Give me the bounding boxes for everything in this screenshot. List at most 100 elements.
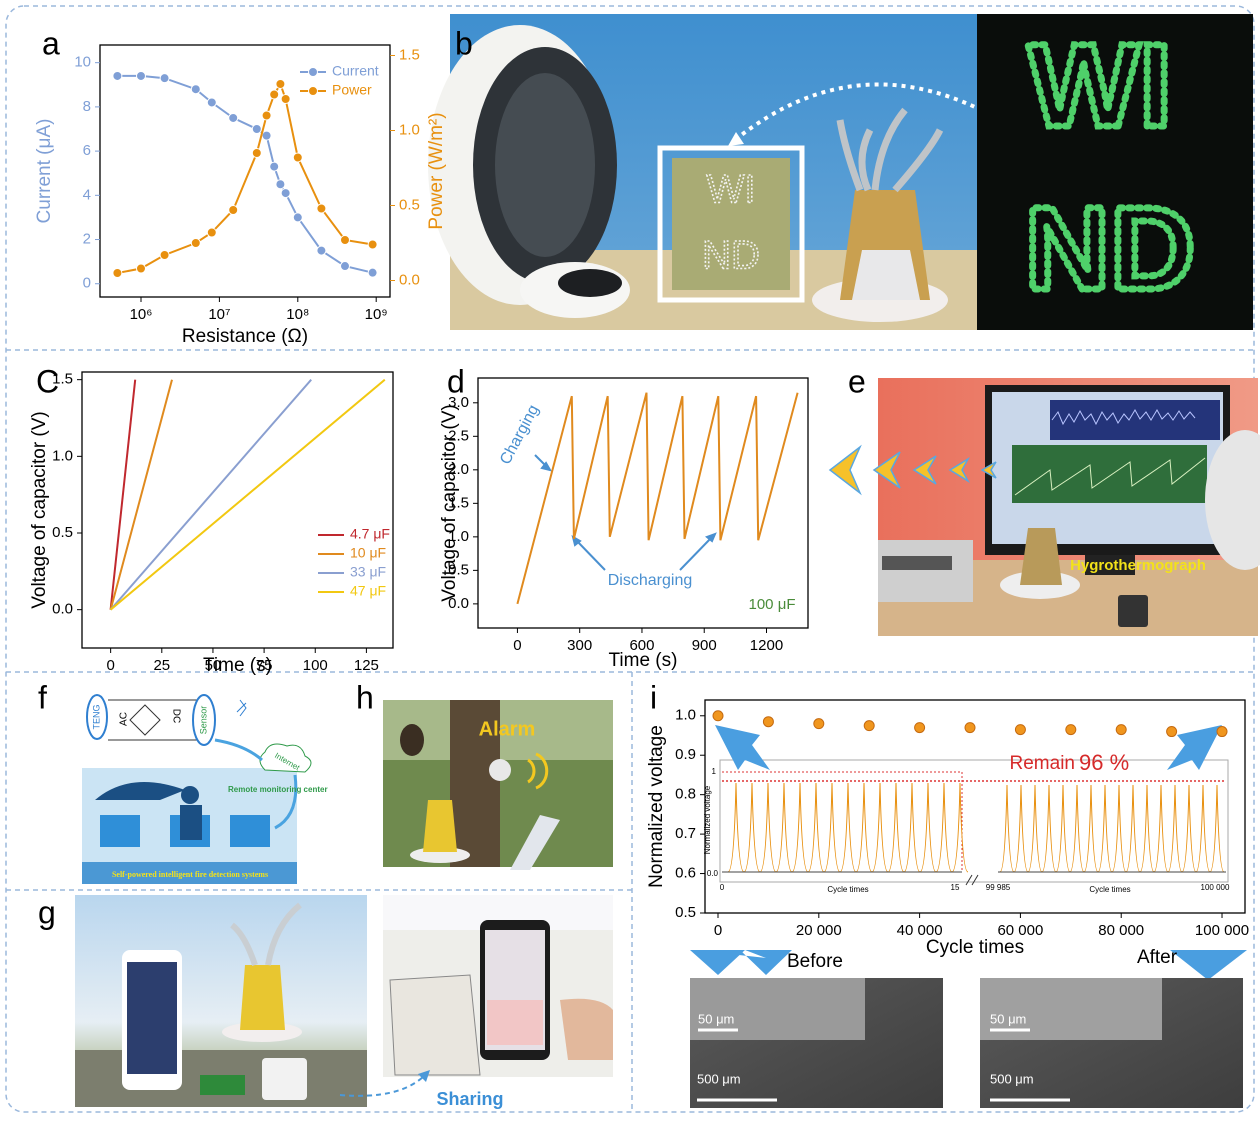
annotation: Remain [1010, 753, 1075, 774]
annotation: 100 μF [749, 596, 796, 613]
inset-i [720, 760, 1228, 885]
y-tick-label: 1.0 [52, 447, 73, 464]
inset-tick: 100 000 [1201, 883, 1230, 892]
x-tick-label: 80 000 [1098, 922, 1144, 939]
data-point [191, 85, 200, 94]
photo-label: Alarm [479, 718, 536, 740]
x-tick-label: 10⁶ [130, 306, 153, 323]
legend-label: 33 μF [350, 564, 386, 580]
sem-images: 50 μm 500 μm 50 μm 500 μm Before After [690, 947, 1243, 1108]
y-tick-label: 0.0 [52, 601, 73, 618]
annotation: Charging [497, 402, 543, 467]
board-text: ND [702, 234, 760, 278]
photo-e: Hygrothermograph [878, 378, 1260, 636]
y-axis-label: Current (μA) [34, 119, 55, 224]
x-axis-label: Cycle times [926, 937, 1024, 958]
diagram-text: TENG [91, 704, 101, 729]
data-point [915, 723, 925, 733]
scale-label: 50 μm [990, 1011, 1026, 1026]
photo-b: WI ND WI ND [428, 14, 1253, 330]
data-point [1066, 725, 1076, 735]
data-point [252, 125, 261, 134]
data-point [160, 74, 169, 83]
data-point [229, 113, 238, 122]
inset-tick: 15 [951, 883, 960, 892]
y-tick-label: 0.5 [675, 904, 696, 921]
scale-label: 50 μm [698, 1011, 734, 1026]
led-text: WI [1028, 20, 1172, 152]
inset-tick: 1 [712, 767, 717, 776]
data-point [340, 262, 349, 271]
sem-label: After [1137, 947, 1178, 968]
y2-tick-label: 1.0 [399, 121, 420, 138]
photo-g: Sharing [75, 895, 613, 1109]
photo-label: Sharing [436, 1089, 503, 1109]
y-tick-label: 2 [83, 230, 91, 247]
panel-label: e [848, 363, 866, 399]
data-point [270, 90, 279, 99]
series-line [117, 76, 372, 273]
series-line [117, 84, 372, 273]
y-tick-label: 8 [83, 98, 91, 115]
diagram-f: TENG AC DC Sensor Internet Remote monito… [82, 695, 328, 884]
data-point [262, 131, 271, 140]
data-point [864, 721, 874, 731]
panel-label: a [42, 25, 60, 61]
legend-label: 47 μF [350, 583, 386, 599]
figure: WI ND WI ND Hygrothermograph [0, 0, 1260, 1118]
x-tick-label: 10⁷ [208, 306, 230, 323]
y-axis-label: Voltage of capacitor (V) [29, 411, 50, 609]
photo-label: Hygrothermograph [1070, 557, 1206, 574]
x-tick-label: 10⁸ [286, 306, 309, 323]
y-tick-label: 0.5 [52, 524, 73, 541]
scale-label: 500 μm [697, 1071, 741, 1086]
data-point [113, 269, 122, 278]
x-tick-label: 20 000 [796, 922, 842, 939]
data-point [281, 95, 290, 104]
data-point [1217, 727, 1227, 737]
data-point [160, 251, 169, 260]
y-axis-label: Normalized voltage [646, 725, 667, 888]
y-tick-label: 10 [74, 54, 91, 71]
diagram-text: Sensor [198, 706, 208, 735]
data-point [276, 80, 285, 89]
y-tick-label: 0.8 [675, 786, 696, 803]
panel-label: h [356, 679, 374, 715]
x-tick-label: 125 [354, 657, 379, 674]
data-point [191, 239, 200, 248]
x-tick-label: 25 [153, 657, 170, 674]
data-point [368, 268, 377, 277]
panel-label: i [650, 679, 657, 715]
x-tick-label: 0 [513, 637, 521, 654]
plot-frame [82, 372, 393, 648]
legend-marker [309, 68, 318, 77]
y-tick-label: 1.0 [675, 707, 696, 724]
data-point [207, 228, 216, 237]
y2-tick-label: 0.5 [399, 196, 420, 213]
legend-label: 10 μF [350, 545, 386, 561]
x-tick-label: 10⁹ [365, 306, 388, 323]
y-tick-label: 0 [83, 275, 91, 292]
x-axis-label: Time (s) [609, 650, 678, 671]
panel-label: b [455, 25, 473, 61]
inset-tick: 99 985 [986, 883, 1011, 892]
y-tick-label: 4 [83, 186, 91, 203]
y2-tick-label: 1.5 [399, 46, 420, 63]
x-axis-label: Resistance (Ω) [182, 326, 308, 347]
x-tick-label: 300 [567, 637, 592, 654]
y-tick-label: 0.6 [675, 865, 696, 882]
y2-tick-label: 0.0 [399, 271, 420, 288]
data-point [113, 71, 122, 80]
y2-axis-label: Power (W/m²) [426, 112, 447, 229]
data-point [281, 189, 290, 198]
scale-label: 500 μm [990, 1071, 1034, 1086]
data-point [1015, 725, 1025, 735]
inset-label: Cycle times [1089, 885, 1130, 894]
annotation: Discharging [608, 572, 692, 589]
photo-h: Alarm [383, 700, 613, 870]
annotation: 96 % [1079, 750, 1129, 775]
legend-label: Current [332, 63, 379, 79]
led-text: ND [1025, 183, 1195, 315]
x-tick-label: 100 [303, 657, 328, 674]
diagram-text: Self-powered intelligent fire detection … [112, 870, 268, 879]
